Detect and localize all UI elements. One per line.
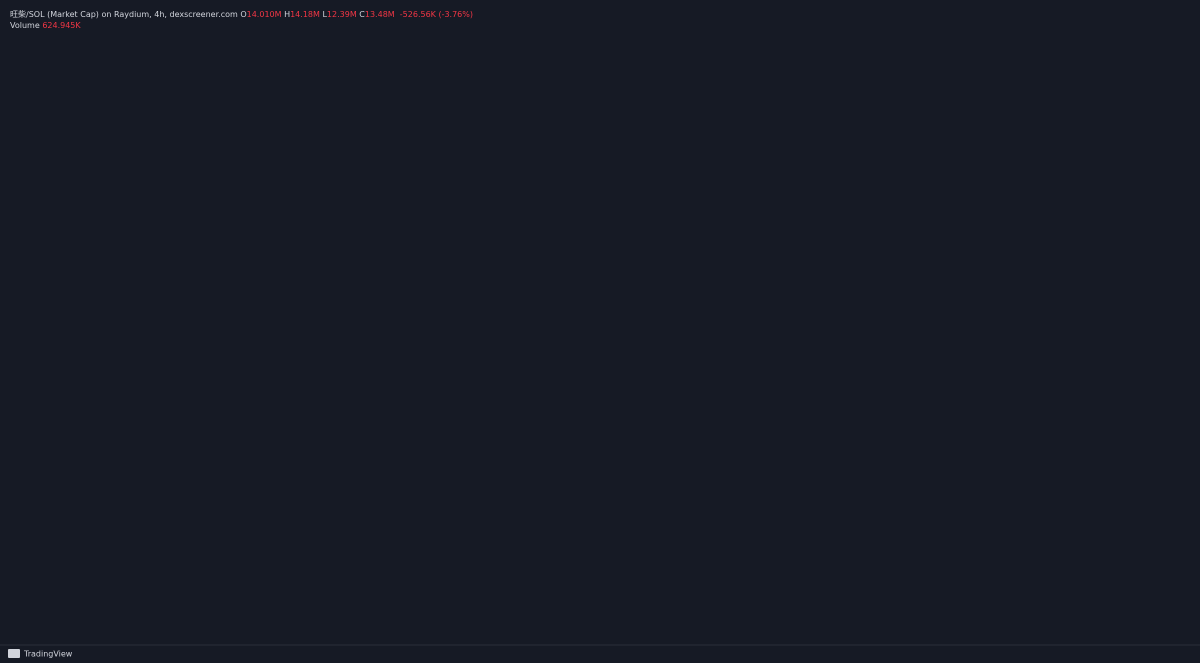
ohlc-value: 13.48M — [364, 10, 395, 19]
ohlc-value: 12.39M — [326, 10, 357, 19]
ohlc: O14.010M H14.18M L12.39M C13.48M — [240, 10, 397, 19]
ohlc-key: O — [240, 10, 247, 19]
symbol-title: 旺柴/SOL (Market Cap) on Raydium, 4h, dexs… — [10, 10, 238, 19]
ohlc-value: 14.010M — [246, 10, 282, 19]
ohlc-key: H — [284, 10, 291, 19]
ohlc-value: 14.18M — [290, 10, 320, 19]
change: -526.56K (-3.76%) — [399, 10, 473, 19]
brand-name: TradingView — [23, 650, 73, 659]
brand-logo — [8, 649, 20, 658]
brand: TradingView — [8, 649, 73, 659]
ohlc-key: C — [359, 10, 365, 19]
volume-value: 624.945K — [42, 21, 81, 30]
ohlc-key: L — [322, 10, 327, 19]
volume-title: Volume — [10, 21, 40, 30]
legend: 旺柴/SOL (Market Cap) on Raydium, 4h, dexs… — [10, 9, 473, 31]
